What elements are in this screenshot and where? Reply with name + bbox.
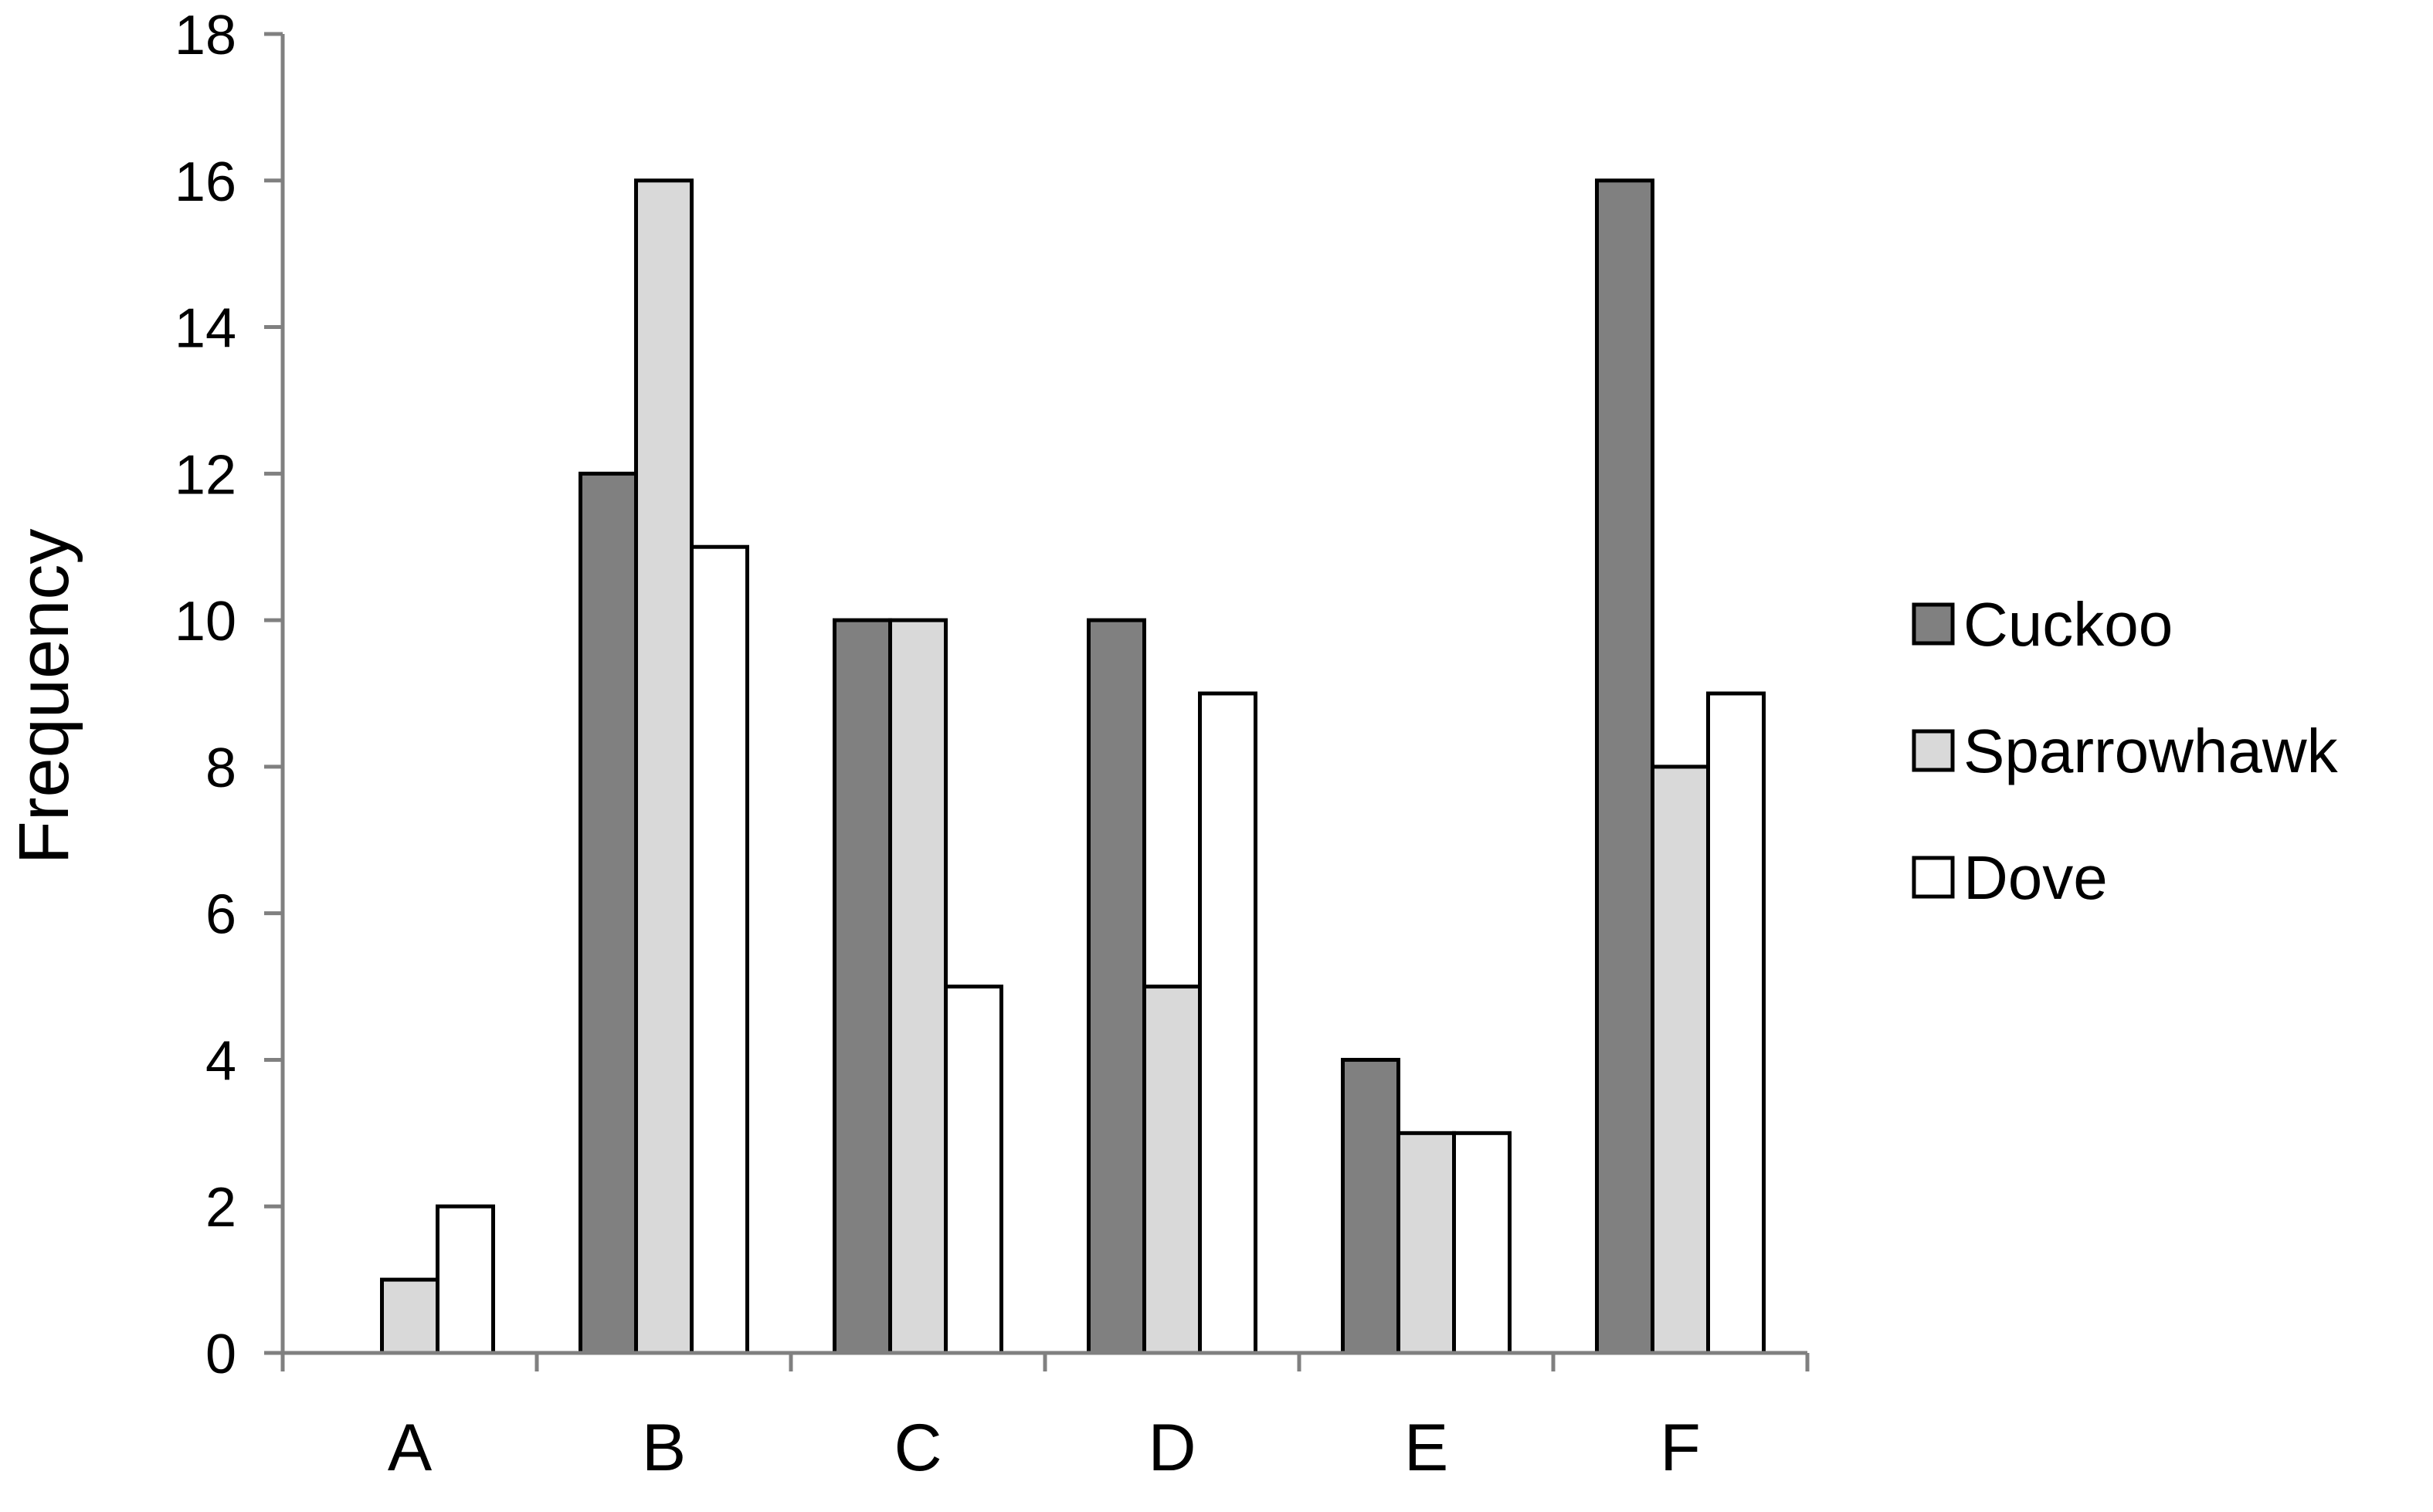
bar-dove-e: [1452, 1131, 1512, 1355]
bar-dove-d: [1198, 691, 1257, 1355]
x-axis-ticks: A B C D E F: [280, 1353, 1810, 1485]
bar-sparrowhawk-c: [888, 618, 948, 1355]
y-tick-label: 18: [175, 5, 236, 66]
legend-label-cuckoo: Cuckoo: [1963, 590, 2173, 659]
y-tick-label: 16: [175, 151, 236, 213]
y-axis-ticks: 0 2 4 6 8 10 12 14 16 18: [175, 5, 283, 1385]
bar-cuckoo-c: [833, 618, 892, 1355]
x-tick-label: A: [388, 1411, 433, 1485]
bar-sparrowhawk-d: [1142, 985, 1202, 1355]
bar-dove-f: [1706, 691, 1766, 1355]
y-tick-label: 14: [175, 298, 236, 360]
legend-label-dove: Dove: [1963, 843, 2108, 912]
bar-dove-a: [436, 1204, 495, 1355]
y-tick-label: 0: [205, 1324, 236, 1385]
legend-swatch-dove: [1912, 856, 1955, 899]
bar-sparrowhawk-f: [1651, 764, 1710, 1355]
y-tick-label: 12: [175, 444, 236, 506]
bar-dove-c: [944, 985, 1003, 1355]
legend-swatch-sparrowhawk: [1912, 729, 1955, 772]
legend-swatch-cuckoo: [1912, 602, 1955, 646]
y-tick-label: 2: [205, 1177, 236, 1239]
y-tick-label: 10: [175, 591, 236, 653]
y-tick-label: 8: [205, 737, 236, 799]
y-axis-title: Frequency: [5, 529, 83, 865]
bar-sparrowhawk-b: [634, 178, 694, 1355]
bar-dove-b: [690, 544, 749, 1355]
bar-cuckoo-e: [1341, 1057, 1400, 1355]
bar-cuckoo-b: [579, 471, 638, 1355]
x-tick-label: F: [1660, 1411, 1701, 1485]
y-tick-label: 4: [205, 1030, 236, 1092]
bars: [380, 178, 1766, 1355]
legend: Cuckoo Sparrowhawk Dove: [1912, 590, 2339, 912]
x-tick-label: D: [1148, 1411, 1196, 1485]
x-tick-label: B: [642, 1411, 686, 1485]
bar-cuckoo-f: [1595, 178, 1654, 1355]
x-tick-label: E: [1404, 1411, 1448, 1485]
legend-label-sparrowhawk: Sparrowhawk: [1963, 717, 2339, 785]
bar-sparrowhawk-e: [1396, 1131, 1456, 1355]
bar-cuckoo-d: [1087, 618, 1146, 1355]
bar-sparrowhawk-a: [380, 1277, 439, 1355]
y-tick-label: 6: [205, 884, 236, 946]
x-tick-label: C: [894, 1411, 942, 1485]
